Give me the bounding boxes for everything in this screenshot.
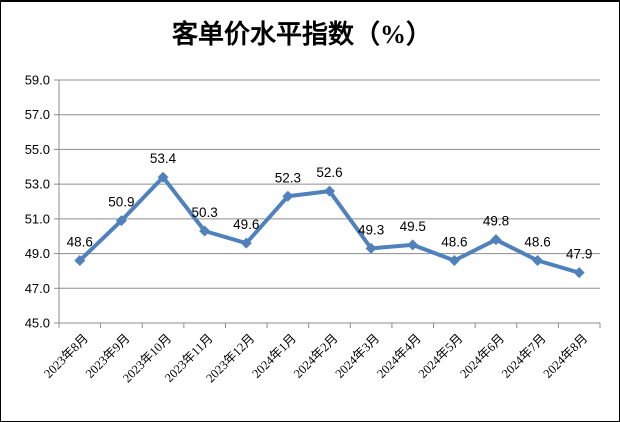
series-markers xyxy=(74,171,585,279)
data-point-label: 52.3 xyxy=(275,170,301,185)
data-point-label: 50.3 xyxy=(192,205,218,220)
x-tick-label: 2024年3月 xyxy=(333,331,383,381)
x-tick-label: 2024年8月 xyxy=(541,331,591,381)
y-axis-labels: 45.0 47.0 49.0 51.0 53.0 55.0 57.0 59.0 xyxy=(25,73,50,331)
data-point-label: 52.6 xyxy=(316,165,342,180)
data-point-label: 49.3 xyxy=(358,222,384,237)
y-tick-label: 57.0 xyxy=(25,107,50,122)
data-point-marker xyxy=(407,239,419,251)
x-axis-labels: 2023年8月2023年9月2023年10月2023年11月2023年12月20… xyxy=(41,331,590,385)
axis-ticks xyxy=(54,79,601,328)
data-point-marker xyxy=(199,225,211,237)
data-point-label: 49.8 xyxy=(483,214,509,229)
data-point-marker xyxy=(324,185,335,197)
x-tick-label: 2024年5月 xyxy=(416,331,466,381)
data-point-label: 50.9 xyxy=(108,195,134,210)
data-point-marker xyxy=(115,215,127,227)
data-point-marker xyxy=(74,255,86,267)
data-point-marker xyxy=(490,234,502,246)
data-point-marker xyxy=(365,242,377,254)
x-tick-label: 2023年8月 xyxy=(41,331,91,381)
data-point-label: 49.6 xyxy=(233,217,259,232)
data-point-label: 48.6 xyxy=(67,235,93,250)
y-tick-label: 49.0 xyxy=(25,246,50,261)
data-point-marker xyxy=(573,267,585,279)
y-tick-label: 55.0 xyxy=(25,142,50,157)
data-point-label: 48.6 xyxy=(524,235,550,250)
x-tick-label: 2024年4月 xyxy=(374,331,424,381)
axes xyxy=(58,80,600,324)
data-point-marker xyxy=(282,190,294,202)
x-tick-label: 2024年2月 xyxy=(291,331,341,381)
y-tick-label: 53.0 xyxy=(25,177,50,192)
gridlines xyxy=(59,79,600,324)
data-point-label: 49.5 xyxy=(400,219,426,234)
y-tick-label: 51.0 xyxy=(25,211,50,226)
data-point-marker xyxy=(532,255,544,267)
data-labels: 48.6 50.9 53.4 50.3 49.6 52.3 52.6 49.3 49.5 48.6… xyxy=(67,151,593,261)
data-point-label: 53.4 xyxy=(150,151,177,166)
y-tick-label: 45.0 xyxy=(25,316,50,331)
data-point-marker xyxy=(240,237,252,249)
x-tick-label: 2024年1月 xyxy=(249,331,299,381)
y-tick-label: 59.0 xyxy=(25,73,50,88)
x-tick-label: 2024年6月 xyxy=(457,331,507,381)
data-point-marker xyxy=(448,255,460,267)
x-tick-label: 2024年7月 xyxy=(499,331,549,381)
data-point-label: 48.6 xyxy=(441,235,467,250)
y-tick-label: 47.0 xyxy=(25,281,50,296)
chart-title: 客单价水平指数（%） xyxy=(172,19,432,49)
data-point-marker xyxy=(157,171,169,183)
data-point-label: 47.9 xyxy=(566,247,592,262)
